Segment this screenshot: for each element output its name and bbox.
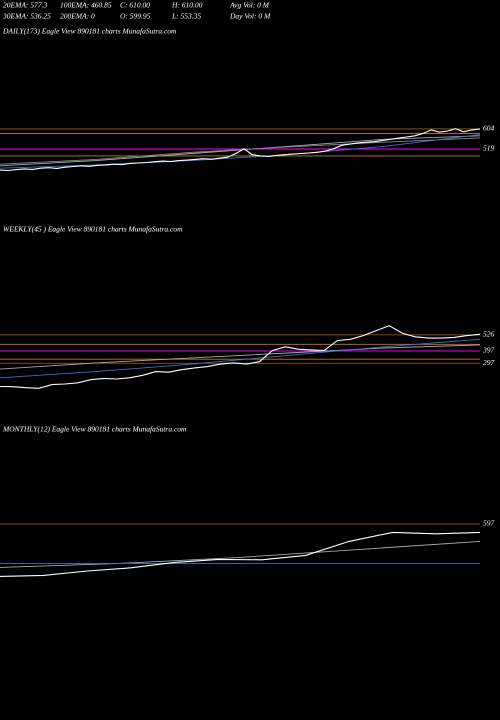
header-stat: 100EMA: 460.85 [60, 1, 112, 10]
y-tick-label: 519 [483, 144, 495, 153]
price-line [0, 338, 481, 379]
header-stat: 30EMA: 536.25 [2, 12, 51, 21]
header-stat: Avg Vol: 0 M [229, 1, 270, 10]
panel-title: WEEKLY(45 ) Eagle View 890181 charts Mun… [3, 225, 183, 234]
header-stat: C: 610.00 [120, 1, 150, 10]
header-stat: 20EMA: 577.3 [3, 1, 47, 10]
header-stat: 200EMA: 0 [60, 12, 95, 21]
y-tick-label: 597 [483, 519, 495, 528]
price-line [0, 344, 481, 370]
header-stat: Day Vol: 0 M [229, 12, 271, 21]
y-tick-label: 526 [483, 330, 495, 339]
panel-title: MONTHLY(12) Eagle View 890181 charts Mun… [2, 425, 187, 434]
y-tick-label: 297 [483, 358, 495, 367]
header-stat: H: 610.00 [171, 1, 203, 10]
header-stat: L: 553.35 [171, 12, 201, 21]
y-tick-label: 604 [483, 124, 495, 133]
y-tick-label: 397 [482, 346, 495, 355]
panel-title: DAILY(173) Eagle View 890181 charts Muna… [2, 27, 177, 36]
price-line [0, 137, 481, 165]
price-line [0, 325, 481, 389]
header-stat: O: 599.95 [120, 12, 151, 21]
price-line [0, 128, 481, 172]
price-line [0, 540, 481, 568]
price-line [0, 531, 481, 577]
